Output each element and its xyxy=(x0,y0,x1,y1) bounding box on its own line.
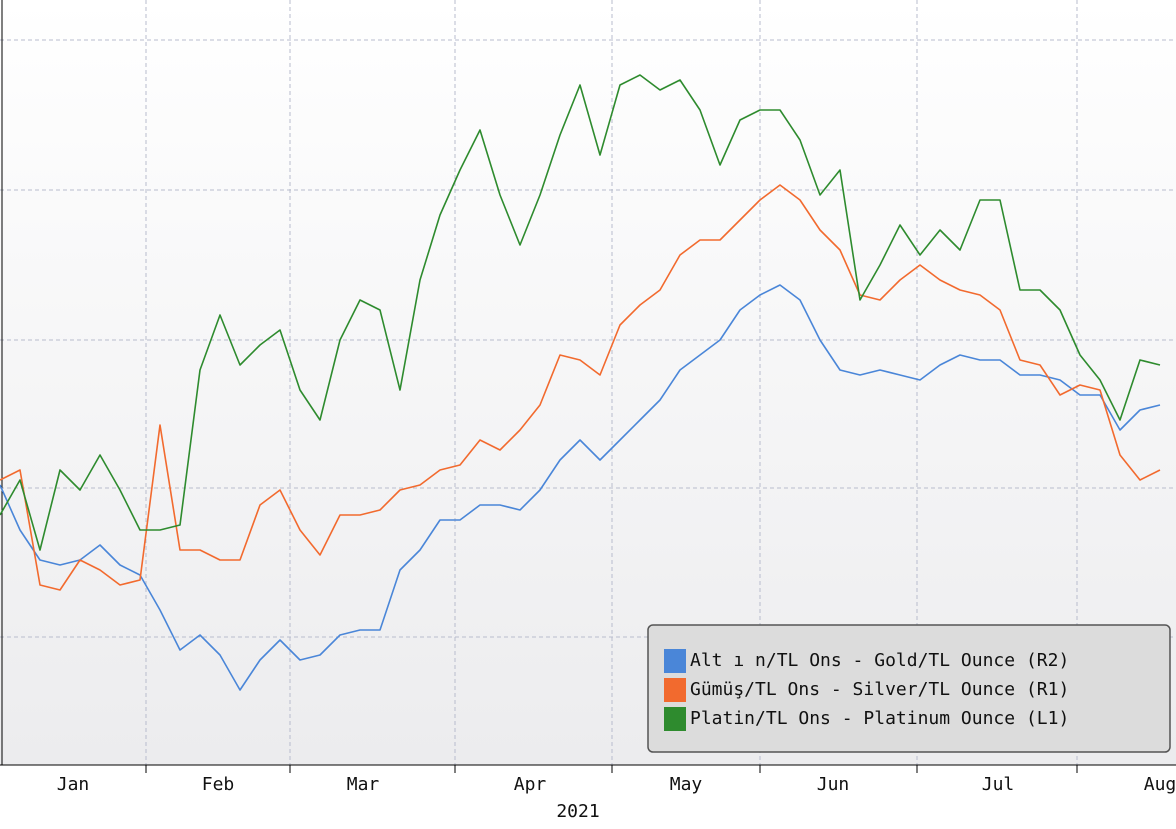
x-tick-label: Feb xyxy=(202,774,235,795)
legend-box xyxy=(647,624,1171,753)
x-tick-label: Mar xyxy=(347,774,380,795)
legend-swatch xyxy=(664,649,686,673)
legend-label: Gümüş/TL Ons - Silver/TL Ounce (R1) xyxy=(690,679,1069,700)
x-axis-label: 2021 xyxy=(556,801,599,822)
legend: Alt ı n/TL Ons - Gold/TL Ounce (R2) Gümüş… xyxy=(647,624,1171,753)
series-line xyxy=(0,184,1161,591)
legend-label: Platin/TL Ons - Platinum Ounce (L1) xyxy=(690,708,1069,729)
legend-swatch xyxy=(664,678,686,702)
series-line xyxy=(0,284,1161,691)
x-tick-label: May xyxy=(670,774,703,795)
legend-swatch xyxy=(664,707,686,731)
legend-label: Alt ı n/TL Ons - Gold/TL Ounce (R2) xyxy=(690,650,1069,671)
x-tick-label: Jan xyxy=(57,774,90,795)
x-tick-label: Jul xyxy=(982,774,1015,795)
x-tick-label: Jun xyxy=(817,774,850,795)
series-line xyxy=(0,74,1161,551)
x-tick-label: Aug xyxy=(1144,774,1176,795)
x-tick-label: Apr xyxy=(514,774,547,795)
